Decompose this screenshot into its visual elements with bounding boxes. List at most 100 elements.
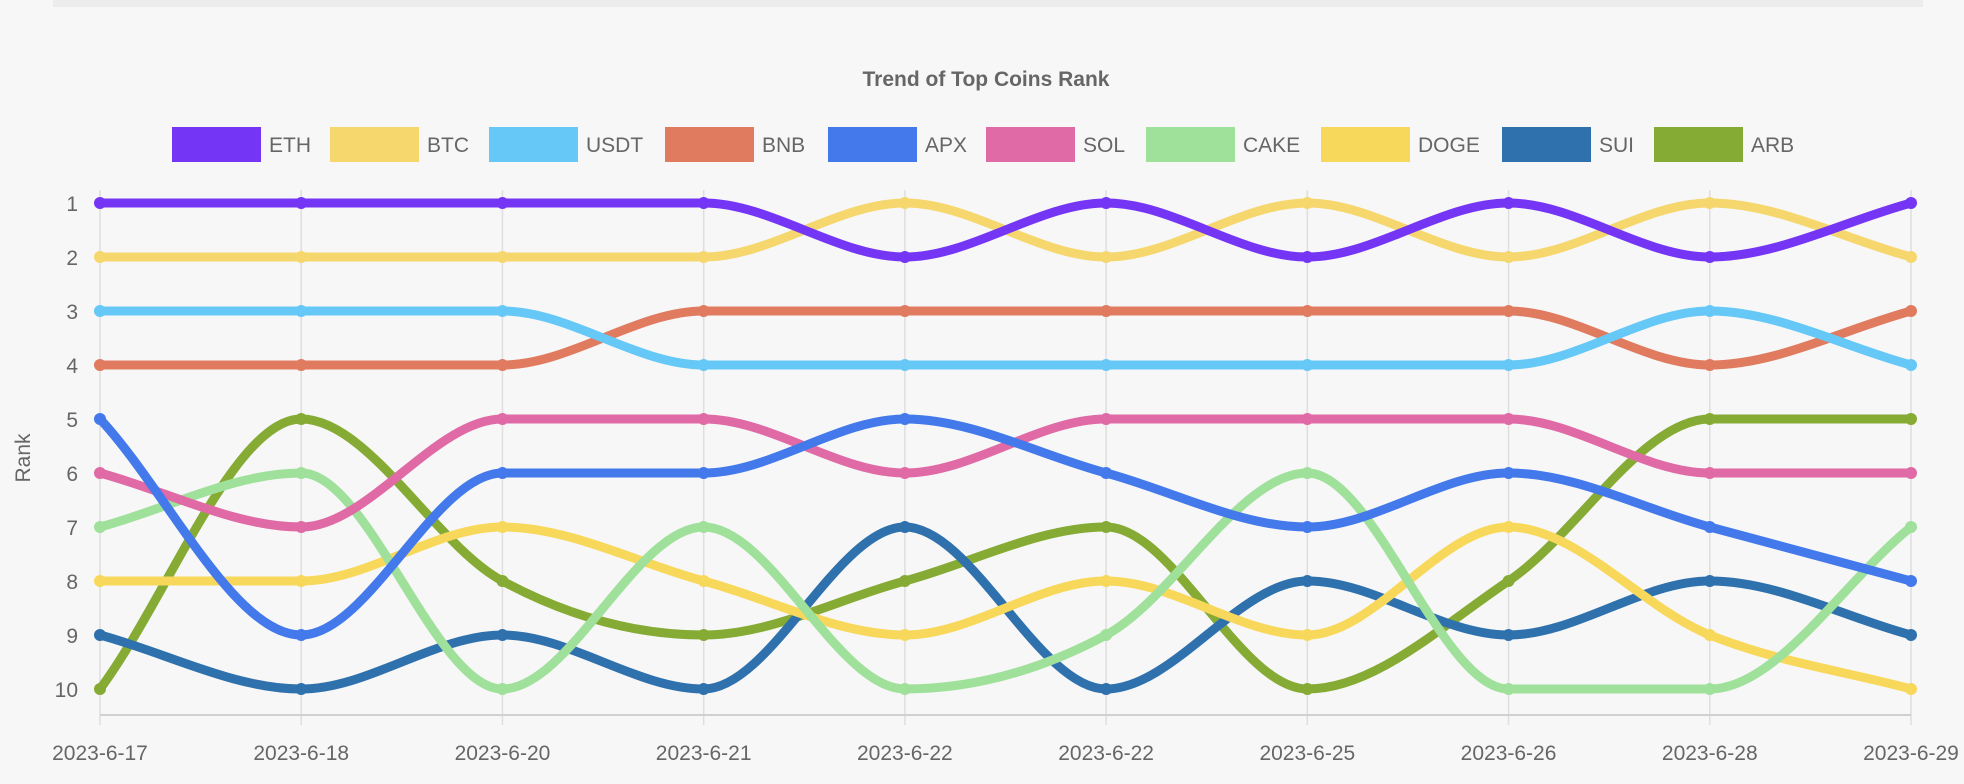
data-point[interactable] <box>94 413 106 425</box>
data-point[interactable] <box>898 629 911 641</box>
data-point[interactable] <box>1100 359 1113 371</box>
data-point[interactable] <box>1502 521 1515 533</box>
data-point[interactable] <box>295 251 308 263</box>
data-point[interactable] <box>496 521 509 533</box>
data-point[interactable] <box>1502 359 1515 371</box>
data-point[interactable] <box>1905 305 1917 317</box>
data-point[interactable] <box>697 575 710 587</box>
data-point[interactable] <box>1703 413 1716 425</box>
data-point[interactable] <box>94 251 106 263</box>
data-point[interactable] <box>1905 629 1917 641</box>
data-point[interactable] <box>697 467 710 479</box>
data-point[interactable] <box>898 683 911 695</box>
data-point[interactable] <box>1100 413 1113 425</box>
legend-item-btc[interactable]: BTC <box>330 127 469 162</box>
data-point[interactable] <box>1703 251 1716 263</box>
data-point[interactable] <box>1703 521 1716 533</box>
data-point[interactable] <box>94 521 106 533</box>
data-point[interactable] <box>1100 521 1113 533</box>
data-point[interactable] <box>496 629 509 641</box>
data-point[interactable] <box>1502 413 1515 425</box>
data-point[interactable] <box>1905 467 1917 479</box>
data-point[interactable] <box>295 683 308 695</box>
legend-item-eth[interactable]: ETH <box>172 127 311 162</box>
data-point[interactable] <box>898 359 911 371</box>
data-point[interactable] <box>496 467 509 479</box>
legend-item-usdt[interactable]: USDT <box>489 127 643 162</box>
data-point[interactable] <box>697 521 710 533</box>
data-point[interactable] <box>898 305 911 317</box>
data-point[interactable] <box>1301 197 1314 209</box>
data-point[interactable] <box>496 413 509 425</box>
data-point[interactable] <box>898 197 911 209</box>
data-point[interactable] <box>496 305 509 317</box>
data-point[interactable] <box>94 629 106 641</box>
data-point[interactable] <box>697 629 710 641</box>
data-point[interactable] <box>1100 251 1113 263</box>
data-point[interactable] <box>1502 629 1515 641</box>
data-point[interactable] <box>1301 359 1314 371</box>
legend-item-sui[interactable]: SUI <box>1502 127 1634 162</box>
data-point[interactable] <box>496 683 509 695</box>
data-point[interactable] <box>697 359 710 371</box>
legend-item-sol[interactable]: SOL <box>986 127 1125 162</box>
legend-item-doge[interactable]: DOGE <box>1321 127 1480 162</box>
data-point[interactable] <box>1905 683 1917 695</box>
data-point[interactable] <box>496 251 509 263</box>
data-point[interactable] <box>295 629 308 641</box>
data-point[interactable] <box>295 359 308 371</box>
data-point[interactable] <box>1905 251 1917 263</box>
data-point[interactable] <box>1502 683 1515 695</box>
data-point[interactable] <box>1502 251 1515 263</box>
data-point[interactable] <box>1301 521 1314 533</box>
data-point[interactable] <box>94 305 106 317</box>
data-point[interactable] <box>1100 305 1113 317</box>
data-point[interactable] <box>1301 575 1314 587</box>
data-point[interactable] <box>1100 629 1113 641</box>
data-point[interactable] <box>1703 359 1716 371</box>
data-point[interactable] <box>295 575 308 587</box>
data-point[interactable] <box>898 251 911 263</box>
data-point[interactable] <box>1703 305 1716 317</box>
data-point[interactable] <box>94 197 106 209</box>
data-point[interactable] <box>1905 521 1917 533</box>
data-point[interactable] <box>1100 467 1113 479</box>
data-point[interactable] <box>295 467 308 479</box>
data-point[interactable] <box>94 683 106 695</box>
legend-item-cake[interactable]: CAKE <box>1146 127 1300 162</box>
data-point[interactable] <box>1301 467 1314 479</box>
data-point[interactable] <box>496 575 509 587</box>
data-point[interactable] <box>496 197 509 209</box>
data-point[interactable] <box>697 197 710 209</box>
data-point[interactable] <box>1301 251 1314 263</box>
data-point[interactable] <box>898 467 911 479</box>
data-point[interactable] <box>697 413 710 425</box>
data-point[interactable] <box>94 575 106 587</box>
data-point[interactable] <box>295 305 308 317</box>
data-point[interactable] <box>1502 575 1515 587</box>
data-point[interactable] <box>94 467 106 479</box>
data-point[interactable] <box>898 575 911 587</box>
data-point[interactable] <box>295 413 308 425</box>
data-point[interactable] <box>1100 197 1113 209</box>
data-point[interactable] <box>1502 467 1515 479</box>
data-point[interactable] <box>1502 197 1515 209</box>
data-point[interactable] <box>1905 575 1917 587</box>
legend-item-apx[interactable]: APX <box>828 127 967 162</box>
data-point[interactable] <box>697 251 710 263</box>
data-point[interactable] <box>697 683 710 695</box>
data-point[interactable] <box>1301 305 1314 317</box>
data-point[interactable] <box>898 521 911 533</box>
data-point[interactable] <box>697 305 710 317</box>
data-point[interactable] <box>1301 413 1314 425</box>
data-point[interactable] <box>295 521 308 533</box>
data-point[interactable] <box>1502 305 1515 317</box>
data-point[interactable] <box>1100 575 1113 587</box>
data-point[interactable] <box>1905 359 1917 371</box>
data-point[interactable] <box>1301 629 1314 641</box>
legend-item-bnb[interactable]: BNB <box>665 127 805 162</box>
data-point[interactable] <box>496 359 509 371</box>
data-point[interactable] <box>1703 575 1716 587</box>
data-point[interactable] <box>1703 197 1716 209</box>
data-point[interactable] <box>898 413 911 425</box>
